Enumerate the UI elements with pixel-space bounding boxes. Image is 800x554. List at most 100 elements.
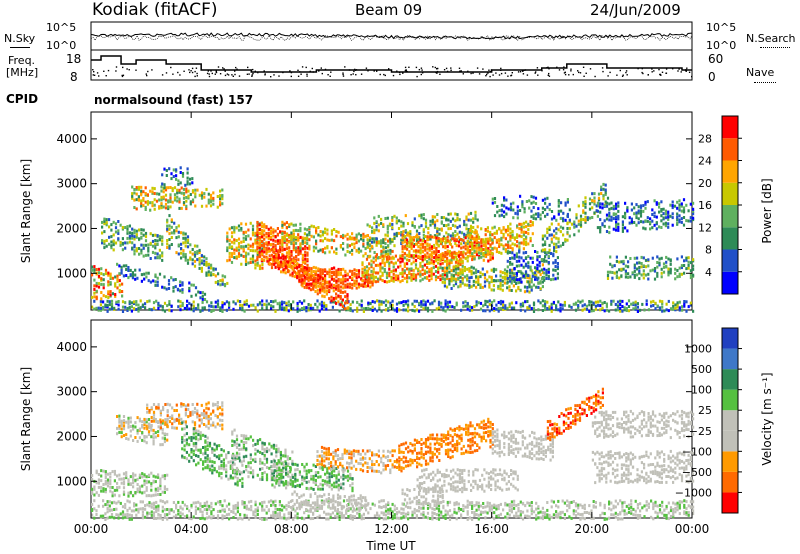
power-cell	[346, 306, 349, 310]
power-cell	[418, 214, 421, 218]
power-cell	[605, 217, 609, 221]
power-cell	[341, 290, 344, 294]
power-cell	[692, 258, 695, 262]
power-cell	[426, 242, 429, 246]
power-cell	[263, 229, 266, 233]
power-cell	[450, 258, 453, 262]
power-cell	[164, 206, 168, 210]
nave-dot	[305, 66, 307, 69]
power-cell	[305, 273, 309, 277]
power-cell	[163, 301, 167, 305]
power-cell	[339, 303, 342, 307]
velocity-cell	[146, 503, 149, 507]
power-cell	[251, 249, 255, 253]
power-cell	[328, 285, 331, 289]
velocity-cell	[402, 507, 405, 511]
power-cell	[520, 222, 523, 226]
power-cell	[261, 263, 264, 266]
power-cell	[488, 275, 491, 279]
nave-dot	[445, 67, 448, 70]
power-cell	[370, 269, 373, 273]
power-cell	[221, 301, 224, 305]
power-cell	[588, 216, 592, 220]
power-cell	[584, 215, 587, 219]
power-cell	[323, 289, 326, 293]
power-cell	[466, 245, 469, 249]
power-cell	[95, 297, 98, 301]
power-cell	[162, 197, 165, 201]
power-cell	[509, 277, 512, 281]
power-cell	[430, 258, 433, 262]
power-cell	[429, 302, 432, 306]
power-cell	[256, 245, 259, 249]
power-cell	[623, 306, 626, 310]
nave-dot	[196, 75, 198, 77]
power-cell	[99, 303, 102, 307]
power-cell	[301, 284, 304, 288]
velocity-cell	[475, 508, 478, 512]
power-cell	[649, 217, 652, 221]
power-cell	[226, 246, 229, 250]
power-cell	[566, 212, 569, 216]
power-cell	[181, 281, 184, 285]
power-cell	[395, 216, 398, 220]
power-cell	[519, 209, 522, 212]
power-cell	[502, 300, 505, 304]
power-cell	[192, 306, 195, 310]
power-cell	[368, 224, 371, 228]
velocity-cell	[177, 512, 180, 516]
velocity-cell	[448, 500, 452, 504]
power-cell	[593, 192, 596, 196]
power-cell	[196, 188, 199, 192]
power-cell	[445, 224, 448, 228]
velocity-cell	[212, 508, 215, 512]
power-cell	[306, 263, 309, 267]
power-cell	[656, 261, 659, 264]
velocity-cell	[152, 514, 156, 518]
power-cell	[321, 248, 324, 252]
power-cell	[243, 300, 246, 304]
nave-dot	[672, 68, 674, 70]
nave-dot	[626, 74, 628, 76]
power-cell	[537, 299, 540, 303]
power-cell	[279, 245, 282, 249]
power-cell	[488, 281, 491, 285]
velocity-cell	[437, 517, 441, 521]
velocity-cell	[395, 507, 399, 511]
power-cell	[381, 279, 384, 282]
power-cell	[545, 273, 548, 277]
power-cell	[184, 244, 187, 248]
power-cell	[612, 217, 615, 221]
power-cell	[390, 270, 393, 274]
freq-label: Freq.	[8, 54, 36, 67]
power-cell	[374, 275, 377, 279]
nave-dot	[485, 75, 487, 77]
power-cell	[282, 254, 285, 258]
power-cell	[191, 189, 195, 193]
power-cell	[349, 307, 352, 311]
power-cell	[469, 226, 473, 230]
power-cell	[673, 204, 677, 208]
power-cell	[471, 247, 474, 251]
power-cell	[288, 240, 291, 244]
velocity-cell	[473, 514, 476, 517]
velocity-cell	[362, 512, 365, 516]
power-cell	[540, 277, 543, 281]
power-cell	[283, 237, 286, 241]
power-cell	[602, 187, 605, 191]
power-cell	[430, 277, 433, 281]
power-cell	[518, 234, 521, 238]
nave-dot	[252, 72, 254, 75]
power-cell	[446, 271, 449, 275]
power-cell	[550, 233, 553, 237]
power-cell	[501, 279, 504, 283]
power-cell	[500, 229, 503, 233]
power-cell	[162, 190, 165, 194]
velocity-cell	[358, 509, 361, 513]
power-cell	[446, 249, 449, 253]
power-cell	[599, 230, 602, 234]
power-cell	[398, 308, 401, 312]
power-cell	[555, 231, 558, 235]
power-cell	[207, 201, 210, 205]
power-cell	[649, 269, 652, 273]
